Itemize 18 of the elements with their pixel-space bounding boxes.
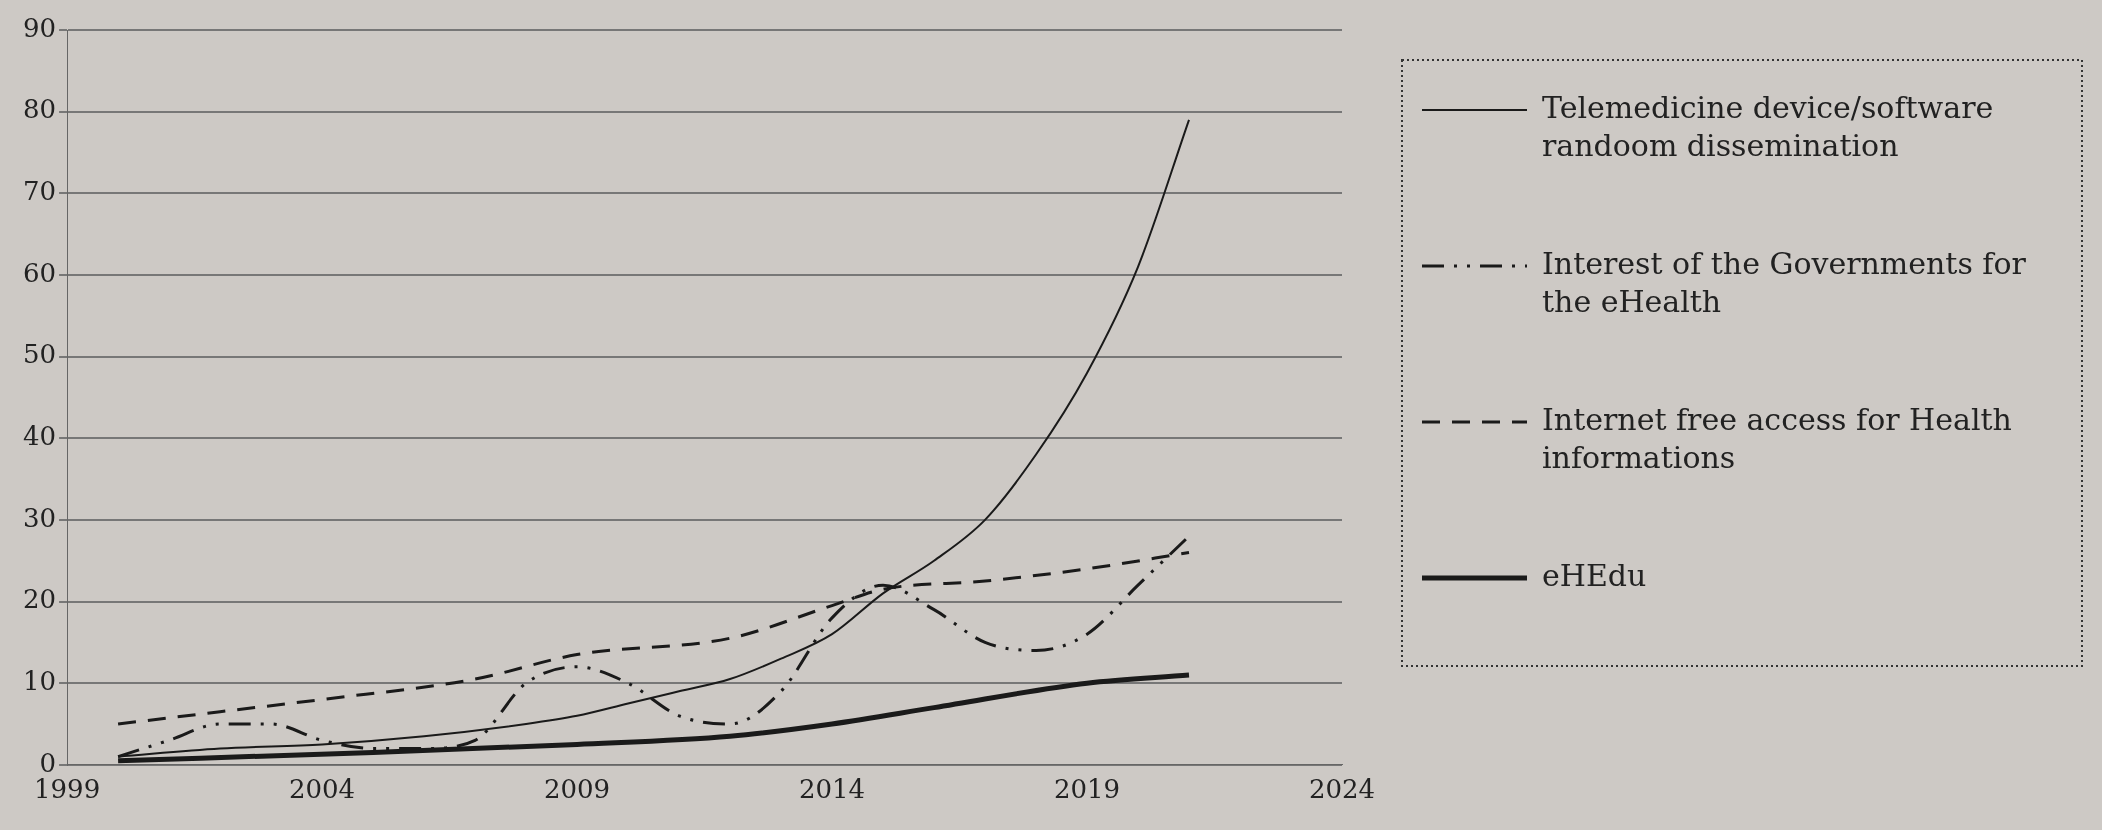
legend-label: Telemedicine device/software randoom dissemination (1542, 89, 1994, 163)
legend-label: Internet free access for Health informations (1542, 401, 2012, 475)
y-tick-label: 80 (22, 94, 57, 125)
y-tick-label: 20 (22, 584, 57, 615)
y-tick-label: 40 (22, 420, 57, 451)
legend-label: eHEdu (1542, 557, 1647, 593)
y-tick-label: 30 (22, 502, 57, 533)
x-tick-label: 2014 (798, 774, 866, 805)
y-tick-label: 10 (22, 665, 57, 696)
y-tick-label: 50 (22, 339, 57, 370)
y-tick-label: 90 (22, 12, 57, 43)
x-tick-label: 2024 (1308, 774, 1376, 805)
x-tick-label: 2004 (288, 774, 356, 805)
legend-label: Interest of the Governments for the eHealth (1542, 245, 2027, 319)
y-tick-label: 70 (22, 176, 57, 207)
x-tick-label: 2009 (543, 774, 611, 805)
y-tick-label: 60 (22, 257, 57, 288)
x-tick-label: 2019 (1053, 774, 1121, 805)
